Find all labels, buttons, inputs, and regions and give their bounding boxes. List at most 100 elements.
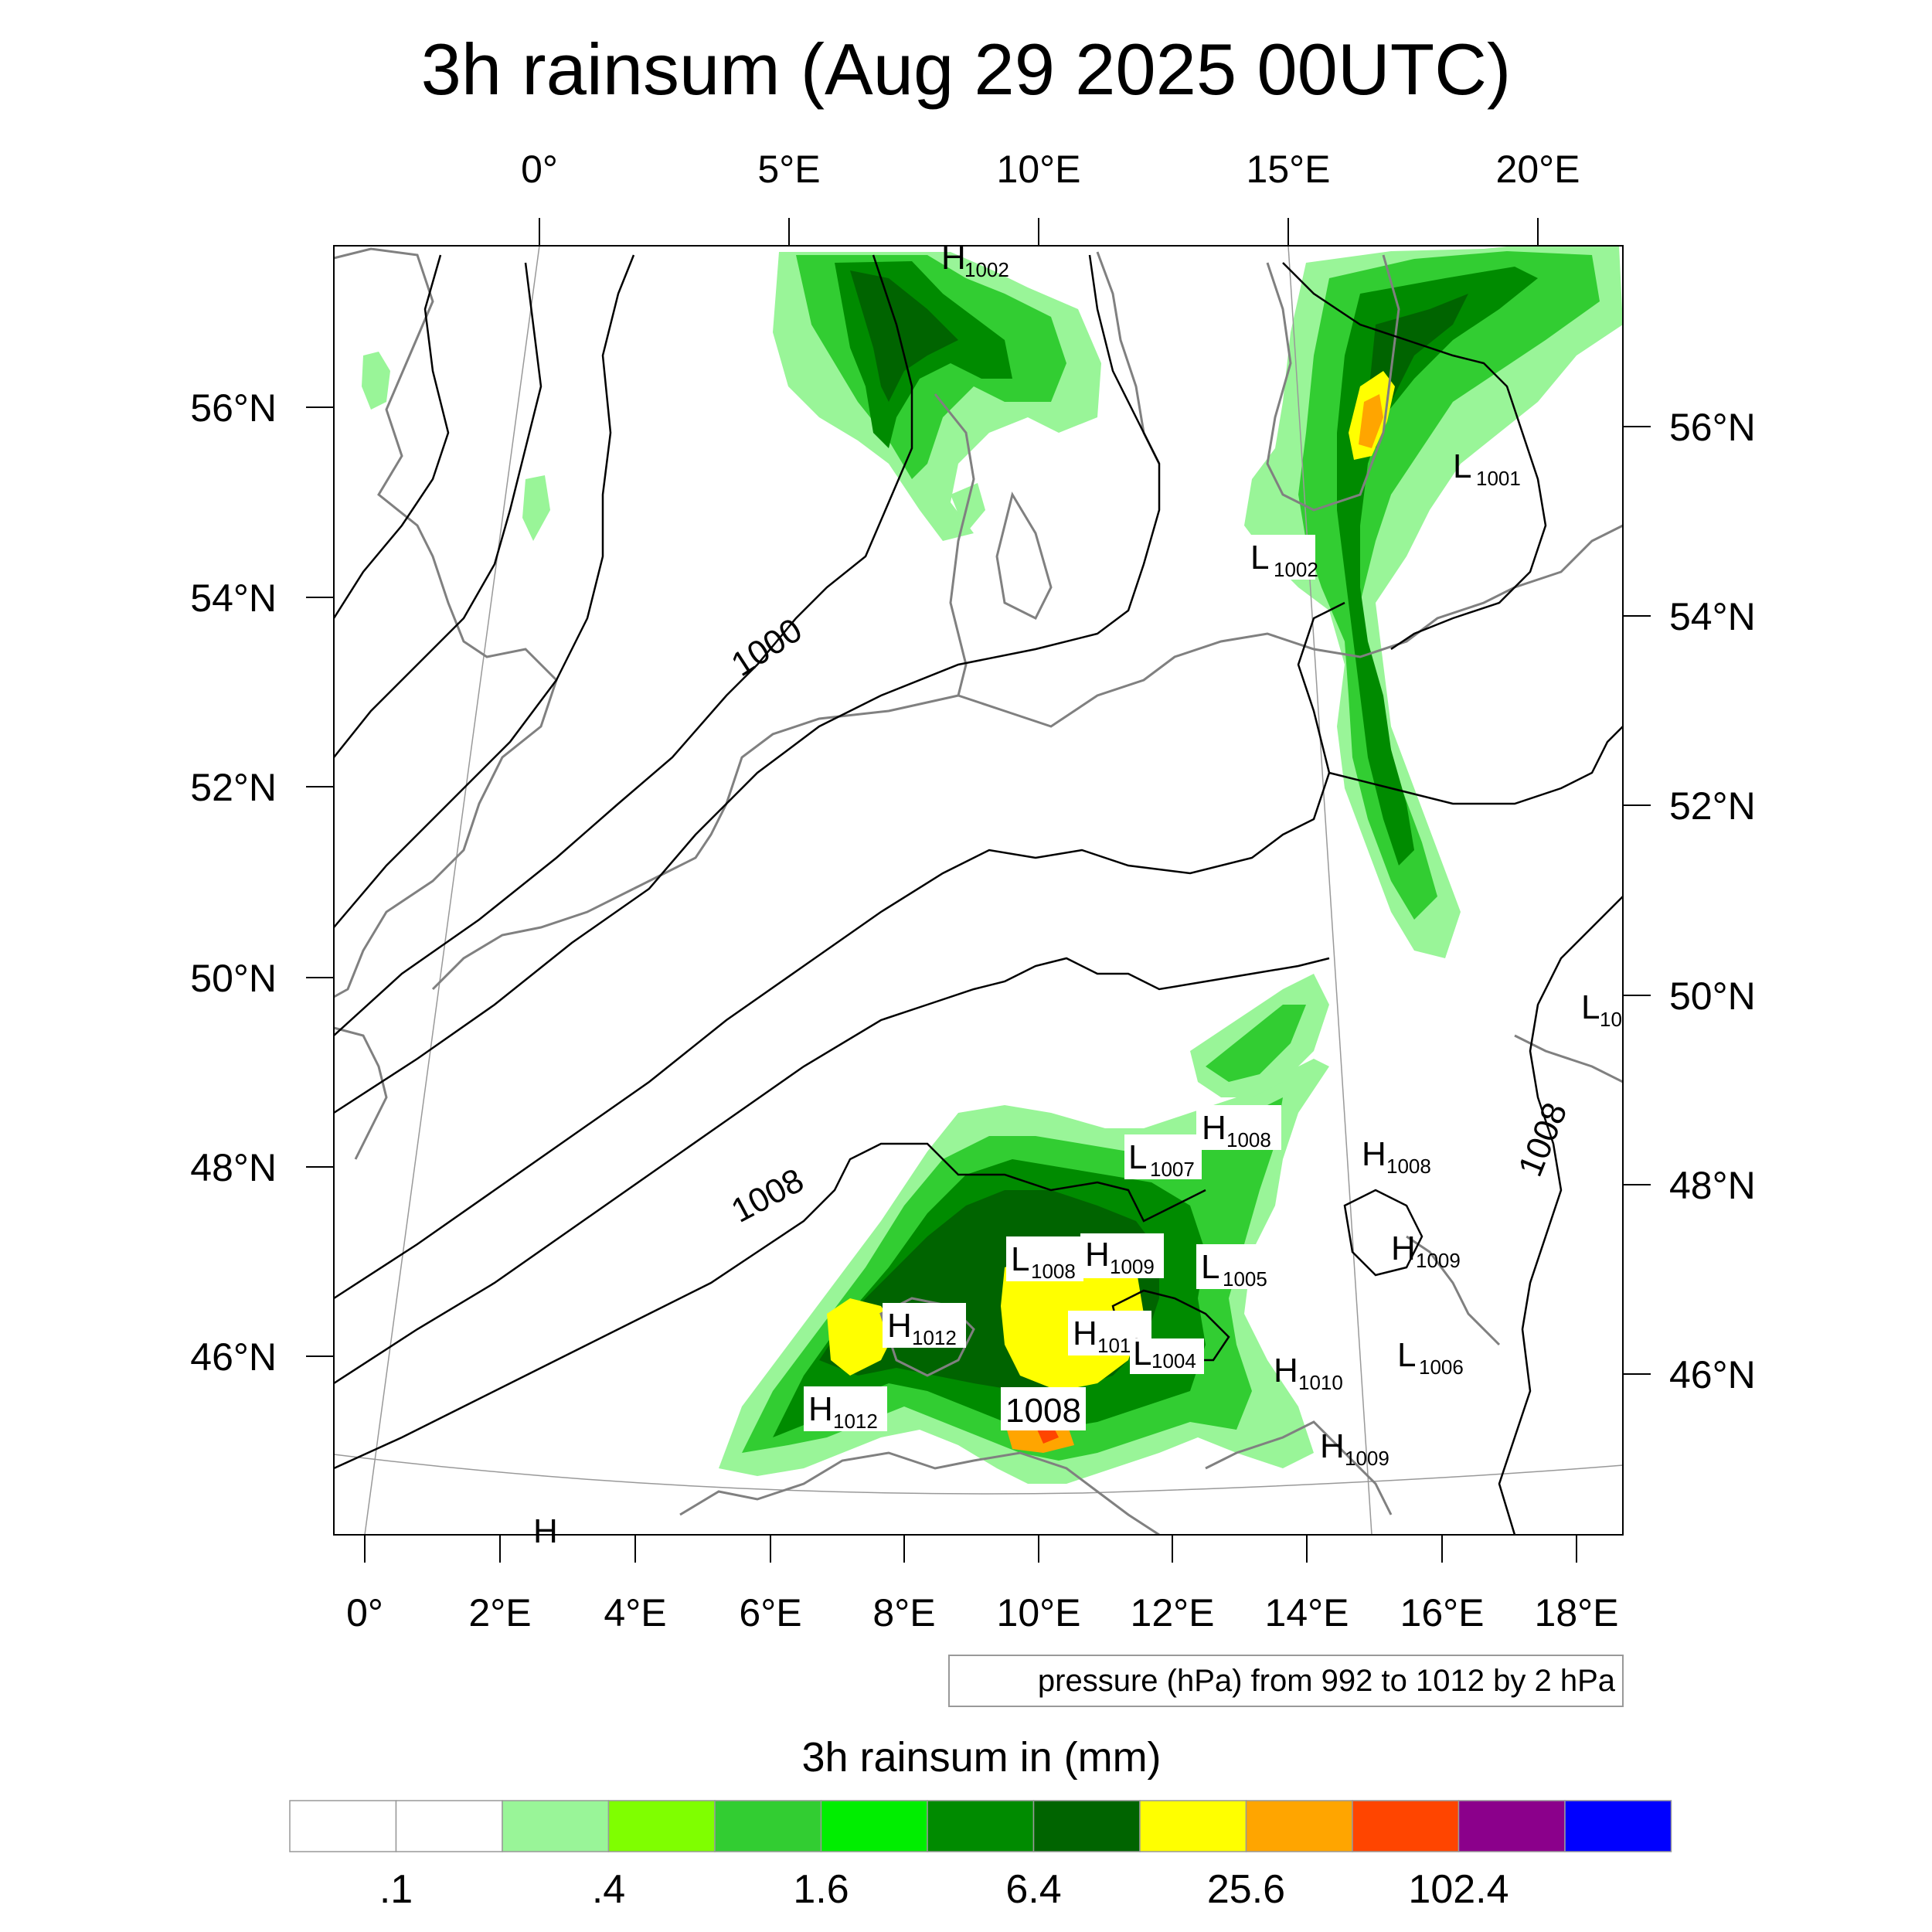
isobar-east-low — [1343, 1189, 1423, 1277]
right-lat-label: 52°N — [1669, 784, 1756, 828]
contour-info-frame — [948, 1655, 1624, 1707]
graticule-meridian-15e — [1287, 245, 1372, 1536]
rain-area-alps-yellow-west — [827, 1298, 896, 1376]
graticule — [333, 245, 1624, 1536]
colorbar-box — [1564, 1800, 1672, 1852]
pressure-center-value: 1002 — [964, 258, 1009, 281]
pressure-center-value: 1012 — [833, 1410, 878, 1433]
pressure-center-bg — [883, 1303, 966, 1348]
pressure-center-letter: H — [1085, 1236, 1110, 1274]
pressure-center-h-1008-a: H 1008 — [1196, 1105, 1281, 1151]
pressure-center-letter: L — [1581, 988, 1600, 1026]
coastlines-and-borders — [333, 247, 1624, 1536]
colorbar-tick-label: .4 — [592, 1867, 625, 1912]
bottom-longitude-axis: 0° 2°E 4°E 6°E 8°E 10°E 12°E 14°E 16°E 1… — [346, 1535, 1618, 1634]
isobar-west-1 — [332, 254, 450, 619]
coast-mediterranean — [679, 1451, 1160, 1536]
pressure-center-letter: L — [1133, 1335, 1151, 1372]
contour-label-1008-center: 1008 — [1005, 1392, 1081, 1430]
isobar-east-2 — [1328, 726, 1624, 805]
graticule-meridian-0 — [364, 245, 540, 1536]
colorbar-tick-label: 1.6 — [793, 1867, 849, 1912]
pressure-center-value: 1010 — [1298, 1371, 1343, 1394]
colorbar-box — [1352, 1800, 1460, 1852]
coast-dalmatia — [1406, 1235, 1501, 1346]
bottom-lon-label: 16°E — [1400, 1591, 1485, 1634]
pressure-center-value: 1009 — [1345, 1447, 1389, 1470]
coast-great-britain — [333, 247, 558, 998]
map-frame — [333, 245, 1624, 1536]
pressure-center-value: 1012 — [912, 1326, 957, 1349]
rain-speck-north-1 — [362, 352, 390, 410]
pressure-center-bg — [1196, 1244, 1278, 1289]
isobar-west-2 — [333, 262, 543, 758]
top-lon-label: 0° — [521, 148, 558, 191]
right-lat-label: 54°N — [1669, 595, 1756, 638]
pressure-center-value: 1009 — [1110, 1255, 1155, 1278]
pressure-center-l-1006: L 1006 — [1397, 1336, 1464, 1379]
pressure-center-bg — [1130, 1338, 1204, 1374]
pressure-center-value: 1005 — [1223, 1267, 1267, 1291]
colorbar-box — [927, 1800, 1035, 1852]
left-lat-label: 48°N — [190, 1146, 277, 1189]
pressure-center-bg — [804, 1386, 887, 1431]
pressure-center-value: 1009 — [1416, 1249, 1461, 1272]
pressure-centers: H 1002 L 1001 L 1002 H 1008 L 1007 — [533, 239, 1622, 1550]
pressure-center-l-1001: L 1001 — [1453, 447, 1521, 490]
pressure-center-letter: L — [1453, 447, 1471, 485]
coast-netherlands — [633, 694, 959, 890]
pressure-center-h-1009-b: H 1009 — [1391, 1230, 1461, 1272]
pressure-center-letter: H — [1274, 1352, 1298, 1389]
colorbar-box — [395, 1800, 503, 1852]
contour-label-bg-1008-center — [1001, 1387, 1086, 1430]
left-lat-label: 50°N — [190, 957, 277, 1000]
graticule-parallel-45n — [333, 1454, 1624, 1495]
pressure-center-h-1008-b: H 1008 — [1362, 1135, 1431, 1178]
rain-area-east-dark — [1337, 267, 1538, 866]
coast-channel — [431, 887, 634, 991]
colorbar-tick-label: .1 — [379, 1867, 413, 1912]
pressure-center-bg — [1080, 1233, 1164, 1278]
pressure-center-letter: H — [808, 1390, 833, 1428]
colorbar-tick-labels: .1 .4 1.6 6.4 25.6 102.4 — [379, 1867, 1509, 1912]
bottom-lon-label: 0° — [346, 1591, 383, 1634]
pressure-center-letter: L — [1250, 539, 1269, 577]
pressure-center-h-1012-a: H 1012 — [883, 1303, 966, 1349]
pressure-center-value: 1002 — [1274, 558, 1318, 581]
left-lat-label: 52°N — [190, 766, 277, 809]
pressure-center-letter: H — [1362, 1135, 1386, 1173]
left-lat-label: 56°N — [190, 386, 277, 430]
rain-area-north-darkest — [850, 270, 958, 402]
pressure-center-l-1008: L 1008 — [1006, 1236, 1083, 1283]
map-panel: 1000 1008 1008 1008 H 1002 L 1001 L 1002 — [332, 239, 1624, 1550]
colorbar: 3h rainsum in (mm) .1 .4 1.6 6.4 25.6 102.4 — [289, 1734, 1672, 1912]
pressure-center-value: 1001 — [1476, 467, 1521, 490]
pressure-center-l-10: L 10 — [1581, 988, 1622, 1031]
pressure-center-letter: L — [1201, 1248, 1219, 1286]
pressure-center-letter: H — [533, 1512, 558, 1550]
bottom-lon-label: 2°E — [468, 1591, 531, 1634]
coast-adriatic — [1205, 1420, 1393, 1515]
colorbar-box — [1245, 1800, 1353, 1852]
pressure-center-l-1002: L 1002 — [1246, 535, 1318, 581]
right-lat-label: 48°N — [1669, 1164, 1756, 1207]
isobar-east-1 — [1282, 262, 1547, 651]
pressure-center-letter: L — [1397, 1336, 1416, 1374]
pressure-center-bg — [1246, 535, 1315, 580]
coast-sweden — [1266, 254, 1400, 512]
top-longitude-axis: 0° 5°E 10°E 15°E 20°E — [521, 148, 1580, 246]
contour-info-text: pressure (hPa) from 992 to 1012 by 2 hPa — [1038, 1664, 1616, 1698]
bottom-lon-label: 6°E — [739, 1591, 801, 1634]
pressure-center-l-1005: L 1005 — [1196, 1244, 1278, 1291]
left-lat-label: 54°N — [190, 577, 277, 620]
colorbar-box — [607, 1800, 716, 1852]
bottom-lon-label: 8°E — [872, 1591, 935, 1634]
pressure-center-value: 1006 — [1419, 1355, 1464, 1379]
rain-area-east-orange — [1359, 394, 1383, 448]
pressure-center-h-1009-a: H 1009 — [1080, 1233, 1164, 1278]
pressure-center-letter: H — [1073, 1315, 1097, 1352]
isobar-west-6 — [333, 601, 1345, 1300]
rain-speck-north-2 — [522, 475, 550, 541]
colorbar-box — [1032, 1800, 1141, 1852]
